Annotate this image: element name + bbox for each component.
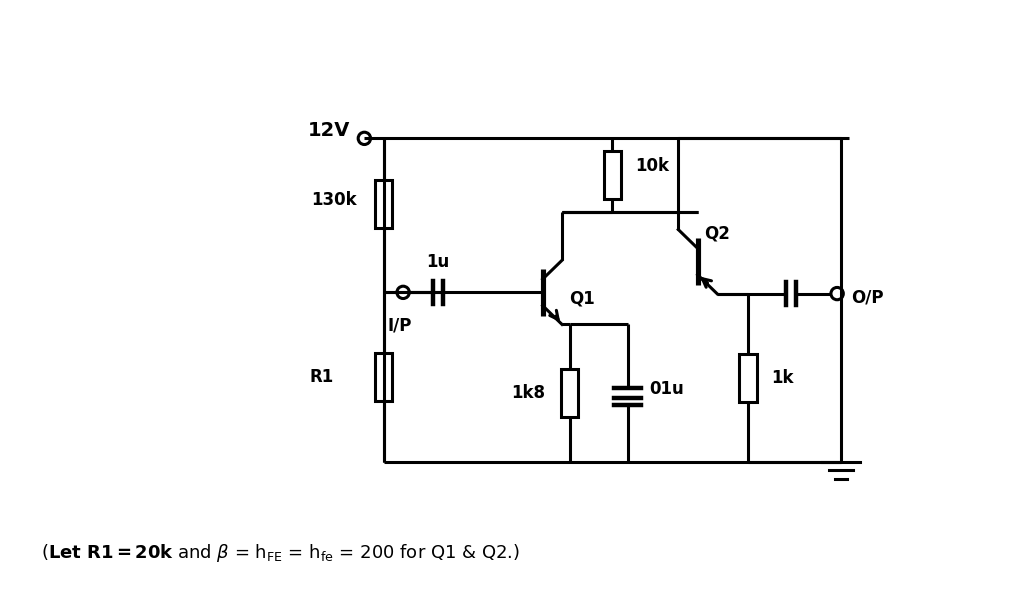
Text: 10k: 10k [636, 157, 670, 175]
Bar [739, 354, 757, 402]
Bar [375, 353, 392, 401]
Text: O/P: O/P [851, 289, 884, 306]
Text: ($\mathbf{Let\ R1{=}20k}$ and $\beta$ = h$_{\mathrm{FE}}$ = h$_{\mathrm{fe}}$ = : ($\mathbf{Let\ R1{=}20k}$ and $\beta$ = … [41, 542, 520, 564]
Text: I/P: I/P [387, 317, 412, 335]
Text: R1: R1 [309, 368, 334, 386]
Bar [604, 151, 621, 199]
Bar [375, 180, 392, 228]
Text: 1u: 1u [426, 253, 450, 271]
Text: Q2: Q2 [703, 225, 730, 243]
Text: 12V: 12V [308, 121, 350, 140]
Bar [561, 369, 579, 417]
Text: Q1: Q1 [568, 290, 594, 308]
Text: 01u: 01u [649, 380, 684, 398]
Text: 1k8: 1k8 [511, 384, 545, 402]
Text: 130k: 130k [311, 191, 356, 209]
Text: 1k: 1k [771, 368, 794, 387]
